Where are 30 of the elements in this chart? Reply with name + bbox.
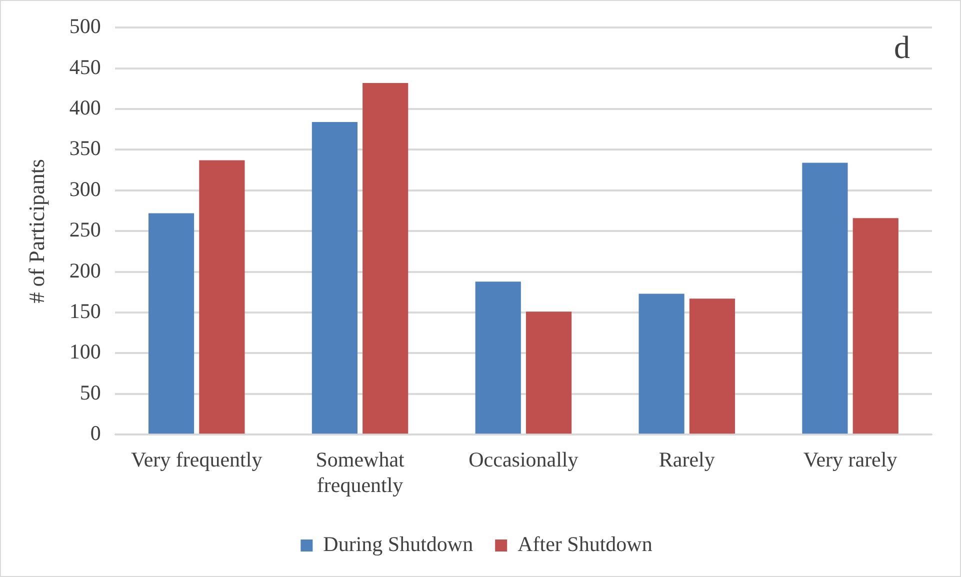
bar bbox=[199, 160, 245, 434]
y-tick-label: 50 bbox=[80, 380, 101, 404]
y-tick-label: 450 bbox=[69, 54, 101, 79]
legend-label: During Shutdown bbox=[323, 532, 474, 556]
y-tick-label: 500 bbox=[69, 14, 101, 38]
x-tick-label: Very frequently bbox=[131, 448, 263, 472]
x-tick-label: Occasionally bbox=[468, 448, 579, 472]
y-tick-label: 300 bbox=[69, 176, 101, 201]
legend-label: After Shutdown bbox=[518, 532, 653, 556]
bar bbox=[475, 282, 521, 434]
x-tick-label: Somewhat frequently bbox=[316, 448, 405, 497]
y-tick-label: 250 bbox=[69, 218, 101, 242]
annotation: d bbox=[894, 29, 910, 66]
bar bbox=[638, 294, 684, 434]
y-tick-label: 100 bbox=[69, 340, 101, 364]
y-tick-label: 200 bbox=[69, 258, 101, 282]
y-axis-title: # of Participants bbox=[24, 159, 49, 304]
bar bbox=[852, 218, 898, 434]
bar bbox=[526, 312, 572, 434]
bar bbox=[362, 82, 408, 434]
bar bbox=[802, 162, 848, 434]
x-tick-label: Rarely bbox=[658, 448, 716, 472]
x-tick-label: Very rarely bbox=[803, 448, 898, 472]
y-tick-label: 350 bbox=[69, 136, 101, 160]
bar bbox=[312, 122, 358, 434]
bar bbox=[148, 213, 194, 434]
y-tick-label: 150 bbox=[69, 299, 101, 324]
y-tick-label: 400 bbox=[69, 96, 101, 120]
y-tick-label: 0 bbox=[90, 421, 101, 446]
bar bbox=[689, 298, 735, 434]
